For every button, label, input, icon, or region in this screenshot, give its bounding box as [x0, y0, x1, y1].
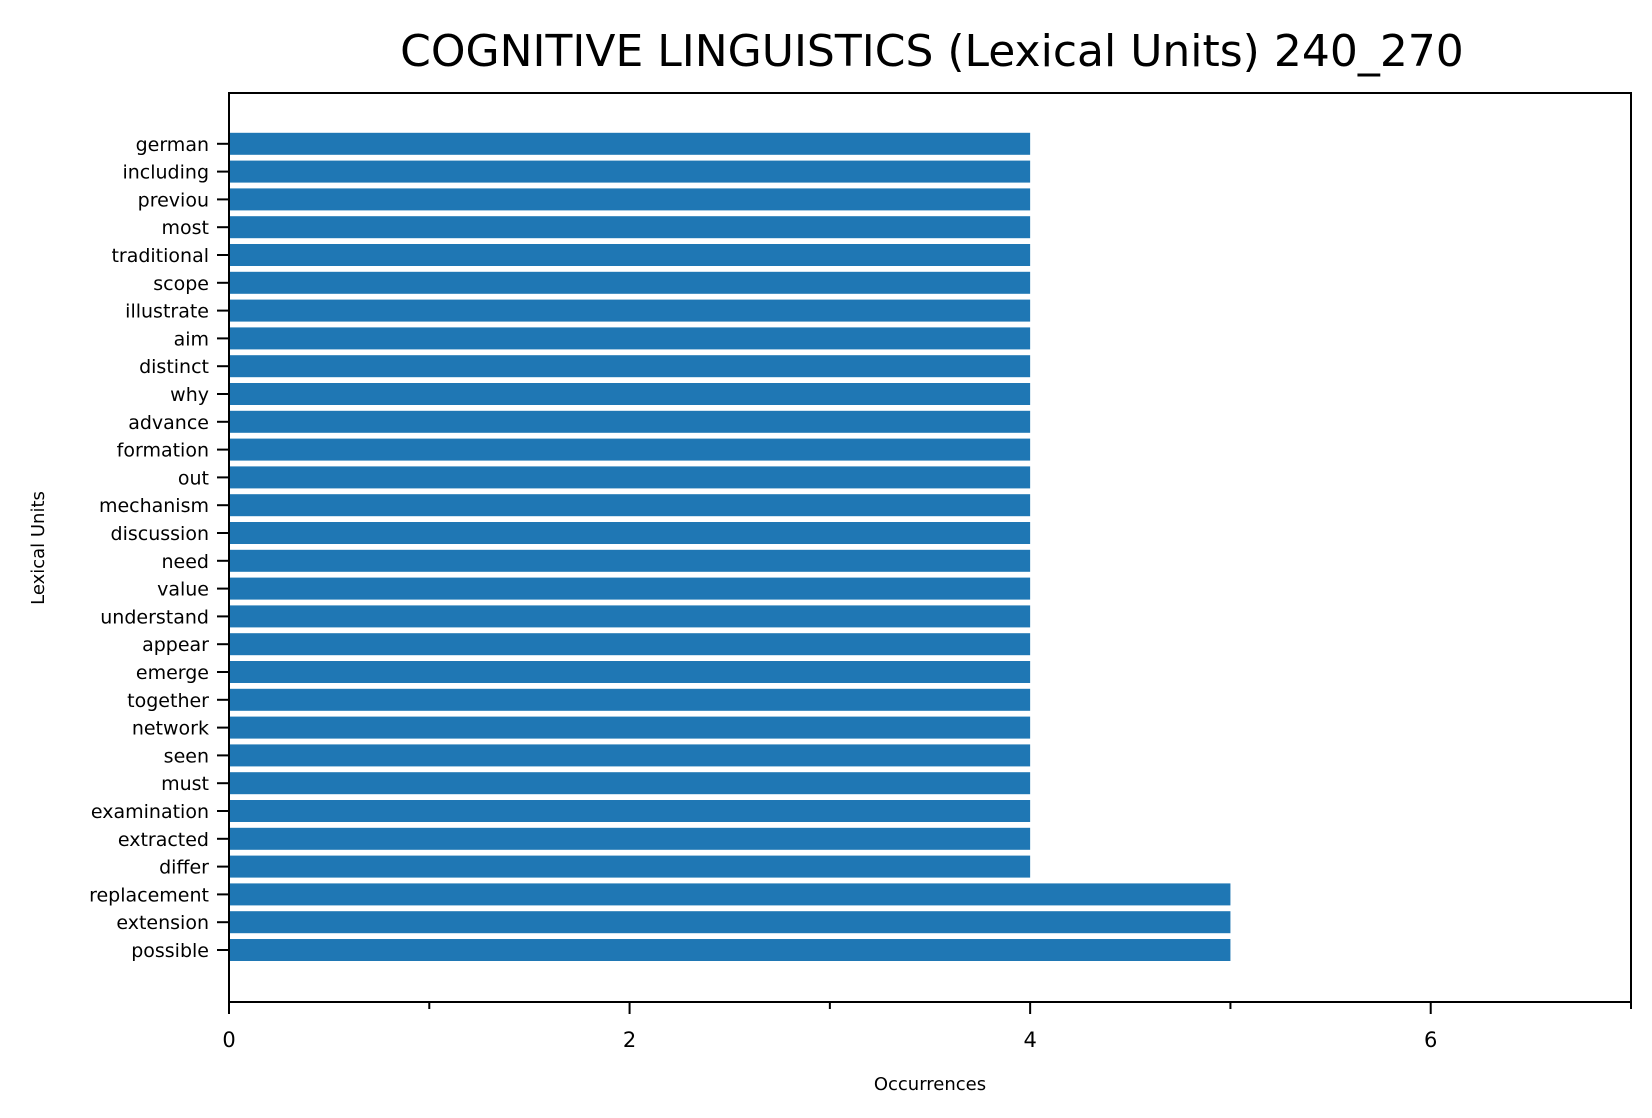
bar	[229, 466, 1031, 489]
y-tick-label: formation	[117, 440, 209, 462]
y-tick-label: understand	[100, 606, 209, 628]
bar	[229, 355, 1031, 378]
y-tick-label: value	[157, 579, 209, 601]
y-tick-label: must	[161, 773, 209, 795]
y-tick-label: including	[122, 162, 209, 184]
y-tick-label: differ	[159, 857, 209, 879]
y-tick-label: discussion	[111, 523, 209, 545]
x-tick-label: 6	[1424, 1028, 1437, 1052]
y-tick-label: possible	[131, 940, 209, 962]
bar	[229, 410, 1031, 433]
bar	[229, 160, 1031, 183]
bar	[229, 661, 1031, 683]
bar	[229, 827, 1031, 850]
bar	[229, 299, 1031, 322]
bar	[229, 911, 1231, 934]
bar	[229, 188, 1031, 211]
y-tick-label: distinct	[139, 356, 209, 378]
bar	[229, 132, 1031, 155]
bar	[229, 216, 1031, 239]
bar	[229, 688, 1031, 711]
y-tick-label: traditional	[111, 245, 209, 267]
y-tick-label: german	[136, 134, 209, 156]
bar	[229, 772, 1031, 795]
y-tick-label: examination	[91, 801, 209, 823]
bar	[229, 744, 1031, 767]
bar	[229, 244, 1031, 266]
bar	[229, 716, 1031, 739]
y-tick-label: why	[170, 384, 209, 406]
y-tick-label: appear	[142, 634, 209, 656]
bar	[229, 522, 1031, 544]
y-tick-label: replacement	[89, 884, 209, 906]
chart-title: COGNITIVE LINGUISTICS (Lexical Units) 24…	[400, 26, 1464, 77]
y-tick-label: extension	[116, 912, 209, 934]
y-tick-label: most	[162, 217, 209, 239]
bar	[229, 327, 1031, 350]
bar	[229, 939, 1231, 961]
plot-area-frame	[228, 92, 1632, 1003]
bar	[229, 271, 1031, 294]
y-tick-label: together	[127, 690, 209, 712]
bar	[229, 883, 1231, 906]
bar	[229, 383, 1031, 405]
y-tick-label: mechanism	[99, 495, 209, 517]
bar	[229, 494, 1031, 517]
y-tick-label: seen	[164, 745, 209, 767]
y-tick-label: illustrate	[125, 301, 209, 323]
x-axis-ticks: 0 2 4 6	[222, 1002, 1632, 1052]
bar	[229, 633, 1031, 656]
bar	[229, 438, 1031, 461]
x-tick-label: 4	[1023, 1028, 1036, 1052]
bar	[229, 605, 1031, 628]
y-tick-label: emerge	[136, 662, 209, 684]
y-tick-label: extracted	[118, 829, 209, 851]
y-tick-label: advance	[128, 412, 209, 434]
x-axis-label: Occurrences	[874, 1074, 986, 1095]
x-tick-label: 2	[623, 1028, 636, 1052]
bars-group	[229, 132, 1231, 961]
x-tick-label: 0	[222, 1028, 235, 1052]
y-tick-label: aim	[174, 328, 209, 350]
bar	[229, 577, 1031, 600]
y-axis-label: Lexical Units	[28, 491, 49, 605]
y-axis-ticks: possible extension replacement differ extrac…	[89, 134, 229, 962]
bar	[229, 855, 1031, 878]
y-tick-label: previou	[138, 189, 209, 211]
bar	[229, 800, 1031, 822]
bar	[229, 549, 1031, 572]
y-tick-label: need	[162, 551, 209, 573]
y-tick-label: out	[178, 467, 209, 489]
y-tick-label: network	[132, 718, 209, 740]
y-tick-label: scope	[153, 273, 209, 295]
